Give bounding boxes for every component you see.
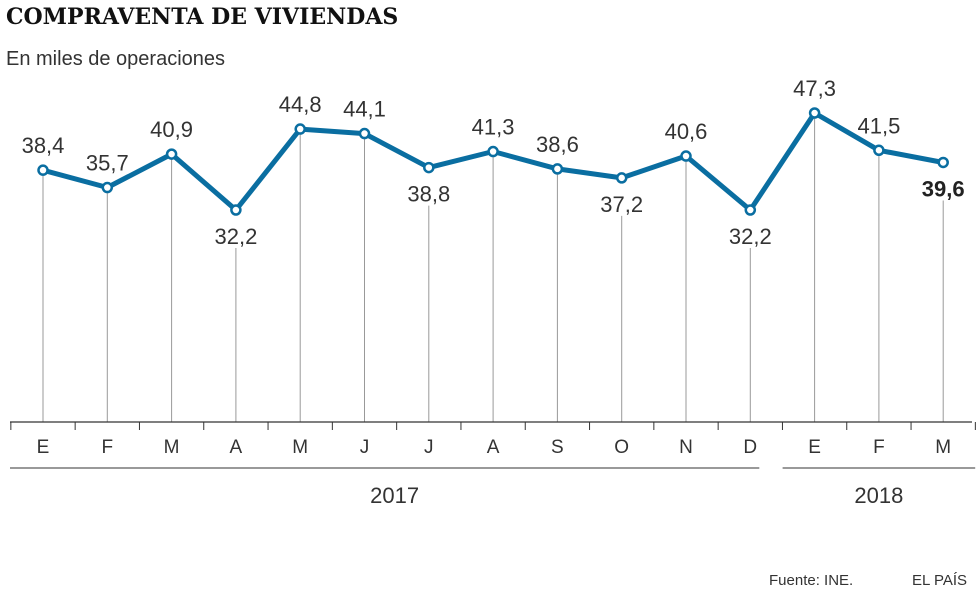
data-point — [680, 150, 692, 162]
x-tick-label: M — [935, 437, 951, 458]
year-label: 2018 — [854, 483, 903, 508]
chart-title: COMPRAVENTA DE VIVIENDAS — [6, 4, 399, 30]
data-label: 32,2 — [214, 224, 257, 249]
x-tick-label: E — [37, 437, 50, 458]
data-point — [423, 161, 435, 174]
brand-label: EL PAÍS — [912, 572, 968, 589]
data-point — [615, 172, 628, 184]
drop-lines — [42, 113, 944, 422]
x-ticks — [10, 422, 976, 430]
x-tick-label: J — [360, 437, 370, 458]
year-label: 2017 — [370, 483, 419, 508]
x-tick-label: N — [679, 437, 693, 458]
data-points — [37, 107, 949, 216]
data-label: 39,6 — [922, 176, 965, 201]
x-tick-label: A — [230, 437, 243, 458]
data-labels: 38,4 35,7 40,9 32,2 44,8 44,1 38,8 41,3 38,6 37,2… — [22, 76, 965, 249]
data-label: 38,8 — [407, 182, 450, 207]
data-point — [744, 204, 757, 216]
x-tick-label: J — [424, 437, 434, 458]
chart-subtitle: En miles de operaciones — [6, 48, 226, 70]
x-tick-label: O — [614, 437, 629, 458]
x-tick-label: M — [292, 437, 308, 458]
x-tick-label: F — [873, 437, 885, 458]
data-point — [101, 181, 114, 194]
x-tick-label: M — [164, 437, 180, 458]
data-label: 38,4 — [22, 133, 65, 158]
data-point — [37, 164, 49, 176]
data-label: 35,7 — [86, 151, 129, 176]
data-label: 32,2 — [729, 224, 772, 249]
data-point — [230, 204, 242, 216]
x-tick-label: A — [487, 437, 500, 458]
data-label: 44,8 — [279, 92, 322, 117]
x-tick-label: F — [101, 437, 113, 458]
data-label: 47,3 — [793, 76, 836, 101]
data-label: 37,2 — [600, 192, 643, 217]
year-brackets: 2017 2018 — [10, 467, 976, 508]
data-point — [551, 163, 564, 175]
data-label: 40,9 — [150, 117, 193, 142]
data-point — [358, 127, 371, 140]
data-label: 41,5 — [857, 113, 900, 138]
x-tick-label: S — [551, 437, 564, 458]
data-label: 44,1 — [343, 97, 386, 122]
x-tick-label: E — [808, 437, 821, 458]
data-point — [808, 107, 821, 119]
data-label: 40,6 — [665, 119, 708, 144]
data-point — [165, 148, 178, 160]
x-tick-label: D — [743, 437, 757, 458]
data-point — [937, 156, 949, 169]
data-label: 41,3 — [472, 115, 515, 140]
data-label: 38,6 — [536, 132, 579, 157]
data-point — [487, 145, 499, 158]
data-point — [294, 123, 306, 135]
data-point — [873, 144, 885, 157]
source-note: Fuente: INE. — [769, 572, 854, 589]
